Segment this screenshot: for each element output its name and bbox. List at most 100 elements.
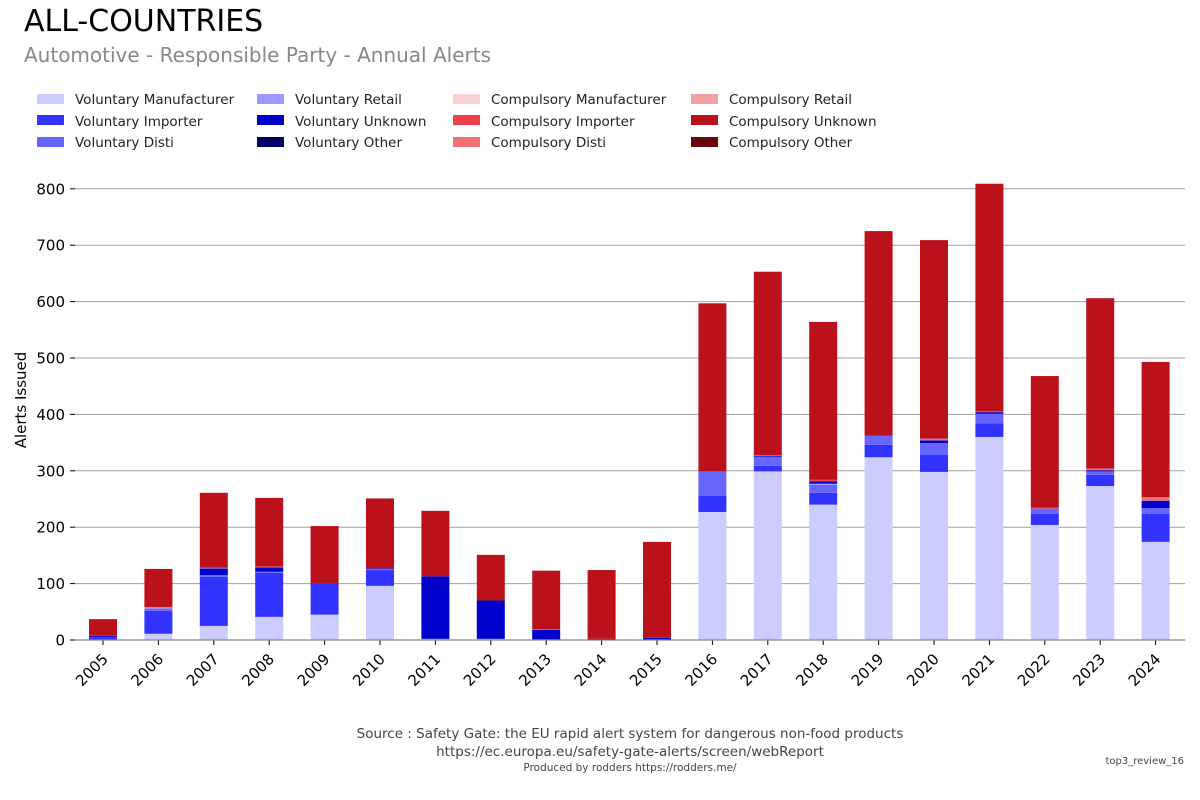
bar-segment xyxy=(255,616,284,640)
legend-swatch xyxy=(691,136,718,147)
bar-segment xyxy=(1086,486,1115,640)
bar-segment xyxy=(864,444,893,458)
bar-segment xyxy=(1086,474,1115,487)
bar-segment xyxy=(975,412,1004,414)
bar-segment xyxy=(1030,513,1059,525)
bar-segment xyxy=(89,637,117,640)
legend-swatch xyxy=(453,136,480,147)
legend: Voluntary Manufacturer Voluntary Importer… xyxy=(37,90,937,156)
bar-segment xyxy=(809,479,838,482)
bar-segment xyxy=(255,567,284,572)
x-tick-label: 2016 xyxy=(681,650,721,690)
bar-segment xyxy=(532,629,561,640)
legend-label: Compulsory Importer xyxy=(491,113,635,130)
y-tick-label: 300 xyxy=(36,462,65,480)
legend-item: Compulsory Retail xyxy=(691,90,852,110)
x-tick-label: 2013 xyxy=(515,650,555,690)
bar-segment xyxy=(1141,541,1170,640)
bar-segment xyxy=(310,583,339,615)
y-tick-label: 800 xyxy=(36,180,65,198)
legend-item: Voluntary Disti xyxy=(37,133,174,153)
bar-segment xyxy=(864,435,893,445)
x-tick-label: 2019 xyxy=(848,650,888,690)
bar-segment xyxy=(366,585,394,640)
legend-label: Compulsory Retail xyxy=(729,92,852,108)
legend-item: Voluntary Manufacturer xyxy=(37,90,234,110)
y-tick-label: 200 xyxy=(36,519,65,537)
bar-segment xyxy=(753,471,782,640)
x-tick-label: 2021 xyxy=(958,650,998,690)
bar-segment xyxy=(255,572,284,617)
bar-segment xyxy=(587,570,616,639)
x-tick-label: 2008 xyxy=(238,650,278,690)
legend-swatch xyxy=(37,115,64,125)
bar-segment xyxy=(310,614,339,640)
x-tick-label: 2015 xyxy=(626,650,666,690)
x-tick-label: 2012 xyxy=(460,650,500,690)
bar-segment xyxy=(310,526,339,584)
legend-label: Voluntary Disti xyxy=(75,135,174,151)
legend-swatch xyxy=(691,115,718,125)
bar-segment xyxy=(920,471,948,640)
chart-tag: top3_review_16 xyxy=(1105,756,1184,767)
bar-segment xyxy=(366,568,394,571)
bar-segment xyxy=(89,636,117,638)
produced-by: Produced by rodders https://rodders.me/ xyxy=(523,762,737,774)
bar-segment xyxy=(753,465,782,472)
bar-segment xyxy=(255,571,284,573)
bar-segment xyxy=(864,231,893,436)
bar-segment xyxy=(753,455,782,457)
bar-segment xyxy=(920,455,948,472)
bar-segment xyxy=(255,497,284,567)
legend-item: Voluntary Unknown xyxy=(257,112,426,132)
bar-segment xyxy=(809,492,838,505)
source-url: https://ec.europa.eu/safety-gate-alerts/… xyxy=(436,744,824,760)
x-tick-label: 2020 xyxy=(903,650,943,690)
x-tick-label: 2018 xyxy=(792,650,832,690)
bar-segment xyxy=(1086,468,1115,471)
legend-label: Voluntary Importer xyxy=(75,113,203,130)
legend-label: Voluntary Retail xyxy=(295,92,402,108)
bar-segment xyxy=(1030,508,1059,514)
bar-segment xyxy=(144,610,173,634)
y-tick-label: 600 xyxy=(36,293,65,311)
y-tick-label: 100 xyxy=(36,575,65,593)
legend-label: Compulsory Disti xyxy=(491,135,607,151)
bar-segment xyxy=(975,413,1004,424)
x-tick-label: 2005 xyxy=(72,650,112,690)
bar-segment xyxy=(975,411,1004,413)
legend-label: Compulsory Manufacturer xyxy=(491,92,667,108)
bar-segment xyxy=(476,600,505,639)
x-tick-label: 2023 xyxy=(1069,650,1109,690)
legend-swatch xyxy=(37,93,64,104)
bar-segment xyxy=(89,635,117,637)
bar-segment xyxy=(809,481,838,484)
y-tick-label: 500 xyxy=(36,350,65,368)
bar-segment xyxy=(809,321,838,480)
bar-segment xyxy=(1141,508,1170,514)
bar-segment xyxy=(532,570,561,630)
bar-segment xyxy=(864,457,893,640)
legend-item: Compulsory Disti xyxy=(453,133,606,153)
bar-segment xyxy=(975,183,1004,412)
legend-swatch xyxy=(257,136,284,147)
legend-swatch xyxy=(453,115,480,125)
legend-swatch xyxy=(691,93,718,104)
x-tick-label: 2007 xyxy=(183,650,223,690)
x-tick-label: 2024 xyxy=(1125,650,1165,690)
x-tick-label: 2010 xyxy=(349,650,389,690)
legend-item: Voluntary Retail xyxy=(257,90,402,110)
legend-label: Voluntary Other xyxy=(295,135,403,151)
bar-segment xyxy=(1141,497,1170,501)
bar-segment xyxy=(1030,524,1059,640)
x-tick-label: 2011 xyxy=(404,650,444,690)
bar-segment xyxy=(1086,470,1115,472)
bar-segment xyxy=(366,568,394,569)
bar-segment xyxy=(643,637,671,640)
bar-segment xyxy=(144,607,173,609)
bar-segment xyxy=(476,554,505,601)
legend-label: Voluntary Manufacturer xyxy=(75,92,235,108)
bar-segment xyxy=(1141,500,1170,509)
bar-segment xyxy=(975,436,1004,640)
